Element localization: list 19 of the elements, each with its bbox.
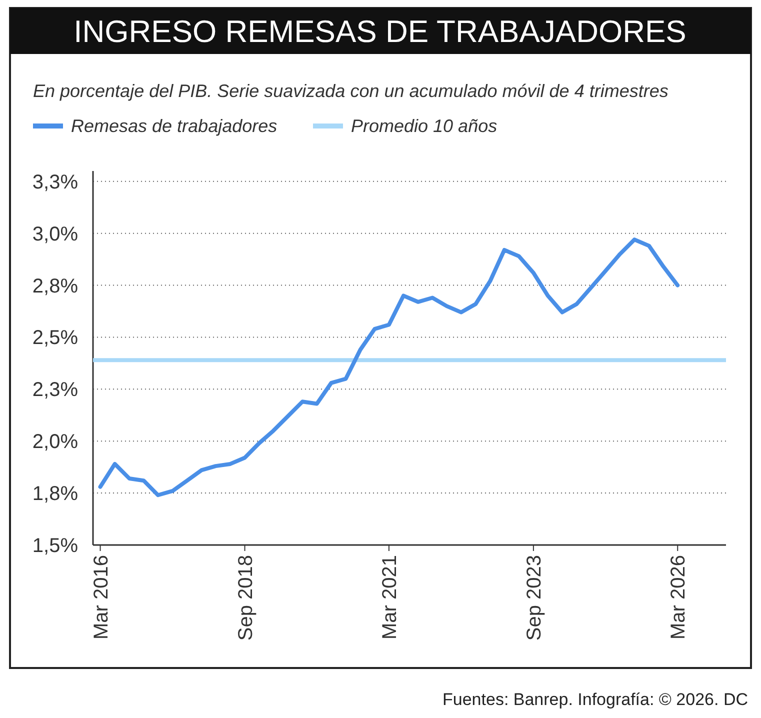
y-tick-label: 2,3% (32, 379, 78, 402)
y-tick-label: 1,8% (32, 483, 78, 506)
y-tick-label: 2,8% (32, 275, 78, 298)
x-tick-label: Sep 2018 (234, 555, 257, 641)
y-tick-label: 3,3% (32, 171, 78, 194)
x-tick-label: Mar 2016 (90, 555, 112, 640)
y-tick-label: 3,0% (32, 223, 78, 246)
y-tick-label: 2,0% (32, 431, 78, 454)
chart-subtitle: En porcentaje del PIB. Serie suavizada con un acumulado móvil de 4 trimestres (33, 81, 668, 101)
source-note: Fuentes: Banrep. Infografía: © 2026. DC (442, 690, 748, 709)
legend-label: Promedio 10 años (351, 116, 498, 136)
y-tick-label: 1,5% (32, 535, 78, 557)
line-series (98, 238, 680, 498)
x-tick-label: Sep 2023 (523, 555, 546, 641)
x-tick-label: Mar 2021 (378, 555, 401, 640)
chart-title: INGRESO REMESAS DE TRABAJADORES (74, 14, 686, 49)
x-tick-label: Mar 2026 (668, 555, 690, 640)
y-tick-label: 2,5% (32, 327, 78, 350)
legend-label: Remesas de trabajadores (71, 116, 278, 136)
